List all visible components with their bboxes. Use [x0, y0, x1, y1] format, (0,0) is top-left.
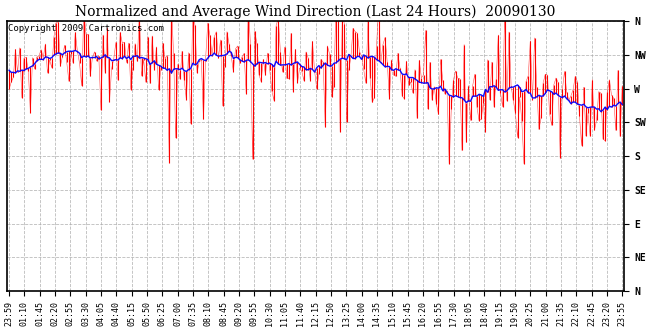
- Text: Copyright 2009 Cartronics.com: Copyright 2009 Cartronics.com: [8, 24, 164, 33]
- Title: Normalized and Average Wind Direction (Last 24 Hours)  20090130: Normalized and Average Wind Direction (L…: [75, 4, 556, 18]
